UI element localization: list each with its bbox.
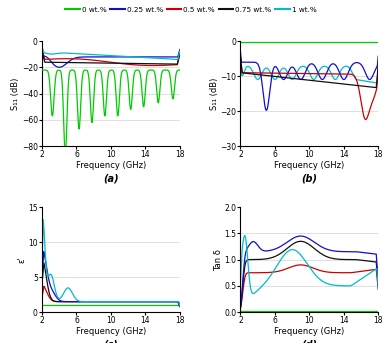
Y-axis label: ε': ε' — [18, 256, 27, 263]
Text: (c): (c) — [104, 340, 118, 343]
Text: (a): (a) — [103, 174, 119, 184]
Legend: 0 wt.%, 0.25 wt.%, 0.5 wt.%, 0.75 wt.%, 1 wt.%: 0 wt.%, 0.25 wt.%, 0.5 wt.%, 0.75 wt.%, … — [63, 4, 319, 15]
X-axis label: Frequency (GHz): Frequency (GHz) — [76, 161, 146, 170]
Y-axis label: S₁₁ (dB): S₁₁ (dB) — [11, 78, 20, 110]
X-axis label: Frequency (GHz): Frequency (GHz) — [274, 327, 345, 336]
Text: (d): (d) — [301, 340, 317, 343]
Y-axis label: Tan δ: Tan δ — [214, 249, 223, 271]
Y-axis label: S₁₁ (dB): S₁₁ (dB) — [210, 78, 219, 110]
X-axis label: Frequency (GHz): Frequency (GHz) — [76, 327, 146, 336]
Text: (b): (b) — [301, 174, 317, 184]
X-axis label: Frequency (GHz): Frequency (GHz) — [274, 161, 345, 170]
